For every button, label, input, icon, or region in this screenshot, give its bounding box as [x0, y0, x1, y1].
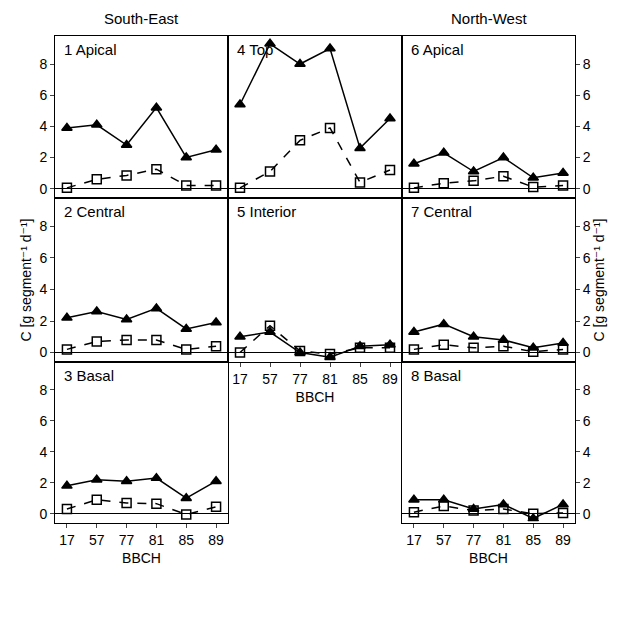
svg-text:4: 4 — [583, 118, 591, 134]
svg-text:6: 6 — [39, 250, 47, 266]
svg-text:77: 77 — [292, 371, 308, 387]
svg-text:85: 85 — [525, 532, 541, 548]
svg-text:81: 81 — [496, 532, 512, 548]
svg-text:6 Apical: 6 Apical — [411, 41, 464, 58]
svg-text:8: 8 — [39, 218, 47, 234]
svg-text:17: 17 — [406, 532, 422, 548]
svg-text:0: 0 — [583, 506, 591, 522]
svg-text:57: 57 — [89, 532, 105, 548]
svg-text:85: 85 — [352, 371, 368, 387]
svg-text:89: 89 — [555, 532, 571, 548]
svg-text:1 Apical: 1 Apical — [64, 41, 117, 58]
svg-text:2: 2 — [39, 313, 47, 329]
svg-text:6: 6 — [583, 87, 591, 103]
svg-text:2: 2 — [39, 149, 47, 165]
svg-text:C [g segment⁻¹ d⁻¹]: C [g segment⁻¹ d⁻¹] — [18, 219, 34, 342]
svg-text:57: 57 — [436, 532, 452, 548]
svg-text:17: 17 — [59, 532, 75, 548]
svg-text:81: 81 — [322, 371, 338, 387]
svg-text:6: 6 — [39, 413, 47, 429]
svg-text:BBCH: BBCH — [122, 550, 161, 566]
svg-text:77: 77 — [119, 532, 135, 548]
svg-text:North-West: North-West — [451, 10, 527, 27]
svg-text:89: 89 — [382, 371, 398, 387]
svg-text:2 Central: 2 Central — [64, 203, 125, 220]
svg-text:6: 6 — [583, 250, 591, 266]
svg-text:0: 0 — [583, 181, 591, 197]
svg-text:17: 17 — [232, 371, 248, 387]
svg-text:C [g segment⁻¹ d⁻¹]: C [g segment⁻¹ d⁻¹] — [591, 219, 607, 342]
svg-text:8: 8 — [583, 382, 591, 398]
svg-text:4: 4 — [39, 281, 47, 297]
svg-text:4: 4 — [583, 281, 591, 297]
svg-text:8: 8 — [583, 218, 591, 234]
svg-text:6: 6 — [39, 87, 47, 103]
svg-text:2: 2 — [39, 475, 47, 491]
svg-text:85: 85 — [178, 532, 194, 548]
svg-text:4 Top: 4 Top — [237, 41, 273, 58]
svg-text:BBCH: BBCH — [469, 550, 508, 566]
svg-text:6: 6 — [583, 413, 591, 429]
svg-text:81: 81 — [149, 532, 165, 548]
svg-text:89: 89 — [208, 532, 224, 548]
svg-text:8: 8 — [583, 56, 591, 72]
svg-text:3 Basal: 3 Basal — [64, 367, 114, 384]
svg-text:4: 4 — [39, 118, 47, 134]
svg-text:77: 77 — [466, 532, 482, 548]
svg-text:4: 4 — [39, 444, 47, 460]
svg-text:57: 57 — [262, 371, 278, 387]
svg-text:8: 8 — [39, 56, 47, 72]
svg-text:4: 4 — [583, 444, 591, 460]
svg-text:South-East: South-East — [104, 10, 179, 27]
svg-text:2: 2 — [583, 149, 591, 165]
svg-text:0: 0 — [39, 181, 47, 197]
svg-text:BBCH: BBCH — [296, 389, 335, 405]
svg-text:0: 0 — [583, 344, 591, 360]
svg-text:0: 0 — [39, 344, 47, 360]
svg-text:2: 2 — [583, 475, 591, 491]
svg-text:8: 8 — [39, 382, 47, 398]
svg-text:7 Central: 7 Central — [411, 203, 472, 220]
svg-text:2: 2 — [583, 313, 591, 329]
svg-text:0: 0 — [39, 506, 47, 522]
svg-text:8 Basal: 8 Basal — [411, 367, 461, 384]
svg-text:5 Interior: 5 Interior — [237, 203, 296, 220]
